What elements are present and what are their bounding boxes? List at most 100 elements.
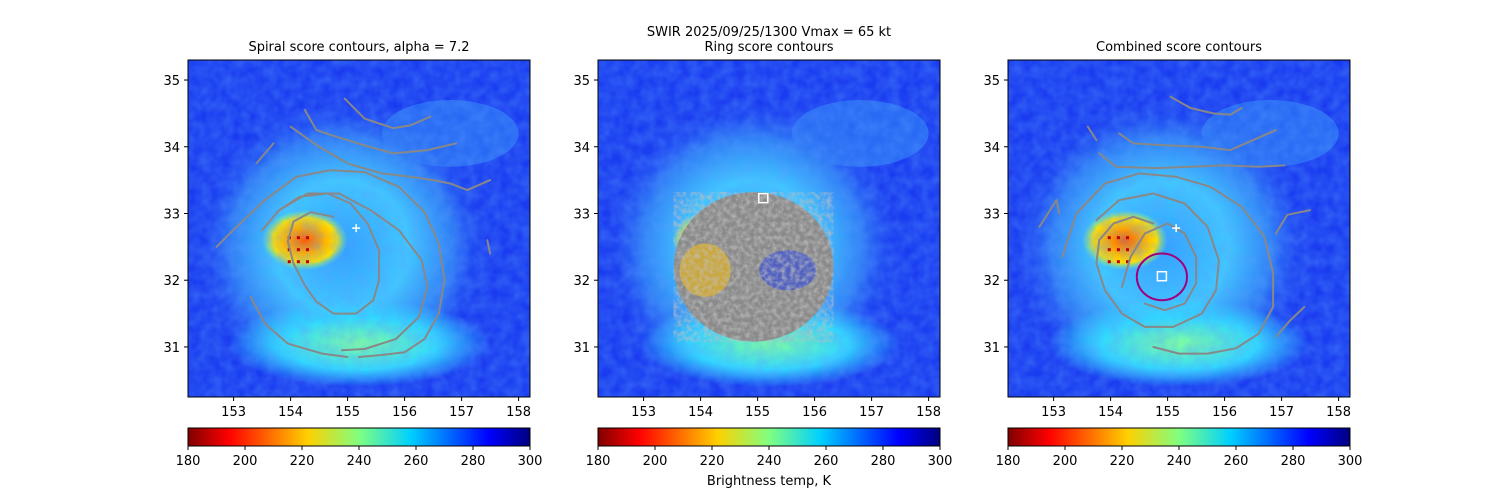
x-tick-label: 156 — [392, 405, 417, 420]
first-guess-cross-marker — [1172, 224, 1181, 233]
y-tick-label: 35 — [163, 74, 180, 89]
ring-fit-circle — [1135, 252, 1188, 302]
cold-pixel — [1116, 260, 1120, 264]
contour-line — [215, 169, 446, 358]
y-tick-label: 35 — [983, 74, 1000, 89]
first-guess-cross-marker — [352, 224, 361, 233]
colorbar-tick-label: 220 — [1110, 454, 1135, 469]
colorbar-tick-label: 200 — [233, 454, 258, 469]
panel-title: Spiral score contours, alpha = 7.2 — [248, 40, 469, 55]
contour-line — [275, 192, 380, 315]
cold-pixel — [1107, 248, 1111, 252]
colorbar-tick-label: 280 — [1281, 454, 1306, 469]
x-tick-label: 158 — [916, 405, 941, 420]
cold-pixel — [1107, 236, 1111, 240]
score-contours — [1038, 95, 1312, 355]
colorbar-gradient — [187, 427, 531, 447]
colorbar-tick-label: 240 — [1167, 454, 1192, 469]
colorbar-tick-label: 280 — [461, 454, 486, 469]
colorbar-tick-label: 260 — [1224, 454, 1249, 469]
x-tick-label: 153 — [631, 405, 656, 420]
y-tick-label: 32 — [573, 274, 590, 289]
contour-line — [289, 125, 492, 192]
contour-line — [1274, 305, 1306, 338]
cold-pixel — [305, 260, 309, 264]
x-tick-label: 154 — [688, 405, 713, 420]
colorbar-tick-label: 240 — [347, 454, 372, 469]
x-tick-label: 157 — [859, 405, 884, 420]
x-tick-label: 158 — [506, 405, 531, 420]
colorbar-tick-label: 300 — [518, 454, 543, 469]
x-tick-label: 157 — [1269, 405, 1294, 420]
contour-line — [255, 142, 275, 165]
x-tick-label: 158 — [1326, 405, 1351, 420]
cold-pixel — [305, 248, 309, 252]
panel-title: Ring score contours — [704, 40, 833, 55]
ring-score-contours — [673, 192, 834, 342]
x-tick-label: 155 — [745, 405, 770, 420]
ring-score-region — [673, 192, 834, 342]
cold-pixel — [1125, 248, 1129, 252]
colorbar-tick-label: 220 — [700, 454, 725, 469]
colorbar-tick-label: 260 — [404, 454, 429, 469]
colorbar-tick-label: 200 — [1053, 454, 1078, 469]
figure-suptitle: SWIR 2025/09/25/1300 Vmax = 65 kt — [647, 25, 891, 40]
contour-line — [486, 239, 492, 255]
y-tick-label: 32 — [983, 274, 1000, 289]
colorbar-gradient — [1007, 427, 1351, 447]
x-tick-label: 153 — [221, 405, 246, 420]
cold-pixel — [296, 236, 300, 240]
colorbar: 180 200 220 240 260 280 300 — [996, 427, 1363, 469]
ir-image — [598, 60, 940, 397]
cold-pixel — [305, 236, 309, 240]
center-fix-square-marker — [1156, 270, 1168, 282]
contour-line — [1169, 95, 1243, 116]
colorbar-tick-label: 260 — [814, 454, 839, 469]
axes-frame — [597, 59, 941, 398]
colorbar: 180 200 220 240 260 280 300 — [176, 427, 543, 469]
contour-line — [1121, 222, 1198, 312]
y-tick-label: 31 — [573, 341, 590, 356]
cold-pixel — [1125, 260, 1129, 264]
contour-line — [1274, 209, 1312, 235]
x-tick-label: 153 — [1041, 405, 1066, 420]
x-tick-label: 156 — [802, 405, 827, 420]
colorbar-tick-label: 300 — [1338, 454, 1363, 469]
contour-line — [1098, 152, 1286, 170]
cold-pixel — [296, 260, 300, 264]
colorbar-tick-label: 280 — [871, 454, 896, 469]
score-contours — [215, 97, 492, 358]
center-fix-square-marker — [758, 192, 769, 204]
x-tick-label: 155 — [1155, 405, 1180, 420]
contour-line — [249, 295, 349, 358]
contour-line — [1095, 192, 1220, 328]
y-tick-label: 34 — [573, 141, 590, 156]
axes-frame — [1007, 59, 1351, 398]
colorbar-tick-label: 300 — [928, 454, 953, 469]
x-tick-label: 154 — [1098, 405, 1123, 420]
panel-3: 153 154 155 156 157 158 31 32 33 34 35 Combined sco… — [983, 40, 1362, 469]
colorbar-tick-label: 180 — [176, 454, 201, 469]
cold-pixel — [1107, 260, 1111, 264]
y-tick-label: 31 — [983, 341, 1000, 356]
contour-line — [1061, 172, 1275, 355]
y-tick-label: 31 — [163, 341, 180, 356]
cold-pixel — [1116, 248, 1120, 252]
axes-frame — [187, 59, 531, 398]
colorbar-tick-label: 200 — [643, 454, 668, 469]
y-tick-label: 32 — [163, 274, 180, 289]
contour-line — [1118, 129, 1277, 152]
contour-line — [1038, 199, 1061, 228]
panel-title: Combined score contours — [1096, 40, 1262, 55]
x-tick-label: 154 — [278, 405, 303, 420]
colorbar-tick-label: 180 — [586, 454, 611, 469]
y-tick-label: 33 — [983, 207, 1000, 222]
x-tick-label: 155 — [335, 405, 360, 420]
colorbar-label: Brightness temp, K — [707, 474, 832, 489]
panel-1: 153 154 155 156 157 158 31 32 33 34 35 Spiral score… — [163, 40, 542, 469]
contour-line — [343, 97, 432, 130]
contour-line — [1086, 125, 1098, 142]
cold-pixel — [287, 260, 291, 264]
colorbar: 180 200 220 240 260 280 300 — [586, 427, 953, 469]
